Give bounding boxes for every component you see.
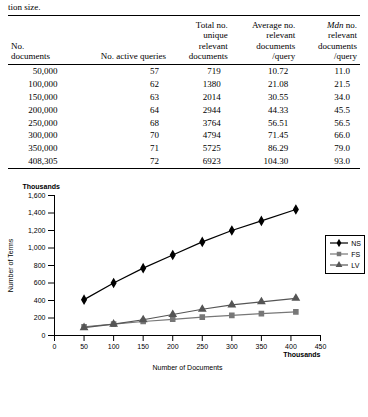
html-text:NS: NS — [351, 239, 361, 247]
svg-text:1,400: 1,400 — [28, 209, 46, 216]
html-text:408,305: 408,305 — [28, 156, 58, 166]
svg-text:150: 150 — [137, 343, 149, 350]
html-text:300,000: 300,000 — [28, 130, 58, 141]
html-text:66.0: 66.0 — [334, 130, 350, 141]
html-text:FS: FS — [351, 250, 361, 258]
svg-text:300: 300 — [226, 343, 238, 350]
html-text:50,000: 50,000 — [32, 66, 58, 77]
svg-text:1,200: 1,200 — [28, 226, 46, 233]
html-text:200,000: 200,000 — [28, 104, 58, 115]
html-text:2014: 2014 — [202, 92, 221, 102]
html-text:Average no. relevant documents: Average no. relevant documents /query — [252, 20, 296, 61]
html-text:86.29: 86.29 — [268, 143, 289, 154]
html-text:2944: 2944 — [202, 104, 221, 115]
html-text:34.0: 34.0 — [334, 92, 350, 102]
svg-text:Number of Terms: Number of Terms — [7, 238, 14, 292]
svg-text:400: 400 — [34, 296, 46, 303]
svg-text:800: 800 — [34, 261, 46, 268]
html-text:No. active queries: No. active queries — [100, 51, 166, 61]
html-text:71: 71 — [150, 143, 159, 154]
html-text:350,000: 350,000 — [28, 143, 58, 154]
html-text:10.72: 10.72 — [268, 66, 289, 77]
html-text:104.30: 104.30 — [263, 156, 289, 166]
html-text:5725: 5725 — [202, 143, 221, 154]
html-text:150,000: 150,000 — [28, 92, 58, 102]
html-text:44.33: 44.33 — [268, 104, 289, 115]
html-text:Mdn no. relevant documents /qu: Mdn no. relevant documents /query — [318, 20, 357, 61]
svg-text:600: 600 — [34, 279, 46, 286]
html-text:57: 57 — [150, 66, 159, 77]
html-text:250,000: 250,000 — [28, 117, 58, 128]
svg-text:Number of Documents: Number of Documents — [152, 363, 223, 370]
html-text:100,000: 100,000 — [28, 79, 58, 90]
html-text:56.5: 56.5 — [334, 117, 350, 128]
html-text:No. documents: No. documents — [11, 40, 50, 61]
html-text:4794: 4794 — [202, 130, 221, 141]
html-text:30.55: 30.55 — [268, 92, 289, 102]
html-text:Total no. unique relevant docu: Total no. unique relevant documents — [188, 20, 228, 61]
html-text:11.0: 11.0 — [334, 66, 350, 77]
html-text:71.45: 71.45 — [268, 130, 289, 141]
html-text:719: 719 — [207, 66, 221, 77]
svg-text:200: 200 — [167, 343, 179, 350]
svg-text:200: 200 — [34, 314, 46, 321]
html-text:1380: 1380 — [202, 79, 221, 90]
svg-text:Thousands: Thousands — [283, 350, 320, 357]
svg-text:350: 350 — [256, 343, 268, 350]
svg-text:1,000: 1,000 — [28, 244, 46, 251]
svg-text:50: 50 — [80, 343, 88, 350]
svg-text:400: 400 — [285, 343, 297, 350]
svg-text:250: 250 — [196, 343, 208, 350]
svg-text:0: 0 — [53, 343, 57, 350]
html-text:tion size.: tion size. — [8, 2, 41, 12]
html-text:72: 72 — [150, 156, 159, 166]
html-text:45.5: 45.5 — [334, 104, 350, 115]
html-text:70: 70 — [150, 130, 159, 141]
html-text:63: 63 — [150, 92, 159, 102]
html-text:21.5: 21.5 — [334, 79, 350, 90]
html-text:64: 64 — [150, 104, 159, 115]
html-text:21.08: 21.08 — [268, 79, 289, 90]
svg-text:100: 100 — [108, 343, 120, 350]
html-text:LV: LV — [351, 261, 360, 269]
svg-text:1,600: 1,600 — [28, 191, 46, 198]
html-text:68: 68 — [150, 117, 159, 128]
html-text:3764: 3764 — [202, 117, 221, 128]
svg-text:0: 0 — [42, 331, 46, 338]
svg-text:450: 450 — [315, 343, 327, 350]
html-text:6923: 6923 — [202, 156, 221, 166]
html-text:62: 62 — [150, 79, 159, 90]
html-text:56.51: 56.51 — [268, 117, 289, 128]
svg-text:Thousands: Thousands — [23, 183, 60, 190]
html-text:93.0: 93.0 — [334, 156, 350, 166]
html-text:79.0: 79.0 — [334, 143, 350, 154]
